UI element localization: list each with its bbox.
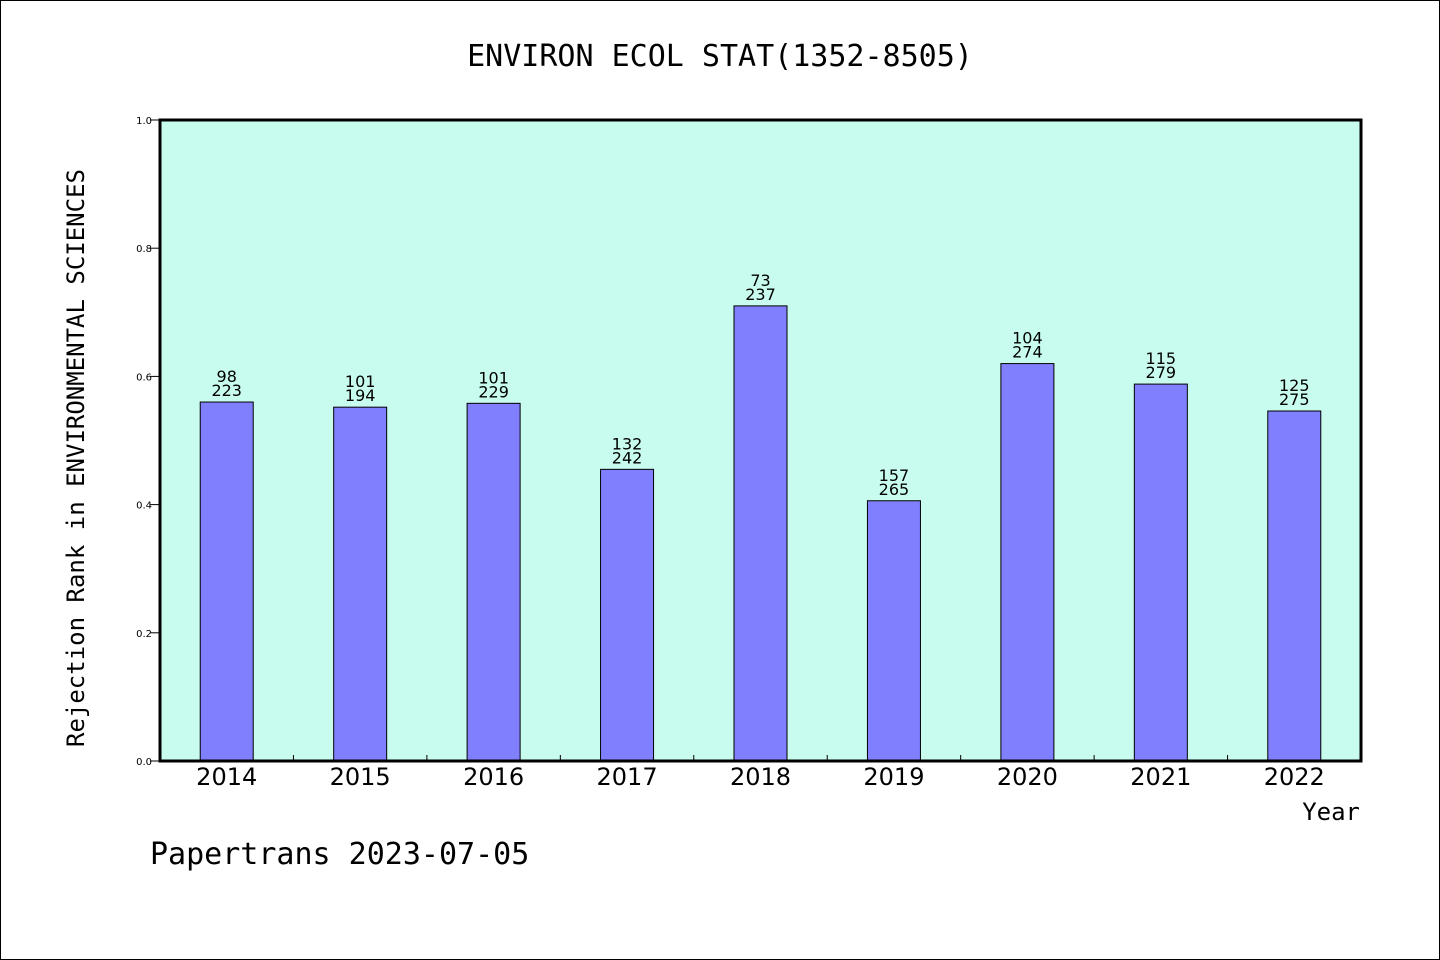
bar-2021 xyxy=(1133,383,1188,762)
bar-2014 xyxy=(199,401,254,762)
y-axis-label: Rejection Rank in ENVIRONMENTAL SCIENCES xyxy=(62,169,90,747)
plot-border xyxy=(158,118,1363,763)
y-tick-label: 0.0 xyxy=(136,757,152,768)
bar-label-bottom: 265 xyxy=(879,480,910,499)
bar-label-bottom: 237 xyxy=(745,285,776,304)
bar-label-bottom: 275 xyxy=(1279,390,1310,409)
bar-2022 xyxy=(1267,410,1322,762)
y-tick-label: 0.8 xyxy=(136,244,152,255)
x-tick-label: 2017 xyxy=(597,763,658,791)
x-tick-label: 2022 xyxy=(1264,763,1325,791)
bar-2020 xyxy=(1000,363,1055,762)
bar-label-top: 115 xyxy=(1146,349,1177,368)
bar-label-bottom: 223 xyxy=(211,381,242,400)
bar-2016 xyxy=(466,402,521,762)
bar-2015 xyxy=(333,406,388,762)
y-tick-label: 0.6 xyxy=(136,372,152,383)
x-tick-label: 2015 xyxy=(330,763,391,791)
chart-title: ENVIRON ECOL STAT(1352-8505) xyxy=(467,39,973,74)
y-tick-label: 0.4 xyxy=(136,501,152,512)
x-axis-label: Year xyxy=(1302,798,1360,826)
bar-label-top: 98 xyxy=(217,367,237,386)
x-axis: 2014 2015 2016 2017 2018 2019 2020 2021 2022 xyxy=(196,755,1325,791)
bar-label-bottom: 194 xyxy=(345,386,376,405)
bar-label-bottom: 279 xyxy=(1146,363,1177,382)
x-tick-label: 2019 xyxy=(863,763,924,791)
x-tick-label: 2021 xyxy=(1130,763,1191,791)
footer-text: Papertrans 2023-07-05 xyxy=(150,837,529,872)
x-tick-label: 2014 xyxy=(196,763,257,791)
bar-label-bottom: 242 xyxy=(612,448,643,467)
bar-label-top: 101 xyxy=(478,368,509,387)
bar-label-top: 132 xyxy=(612,434,643,453)
bar-label-top: 73 xyxy=(750,271,770,290)
bar-label-top: 104 xyxy=(1012,329,1043,348)
x-tick-label: 2016 xyxy=(463,763,524,791)
bar-2018 xyxy=(733,305,788,762)
bar-label-top: 101 xyxy=(345,372,376,391)
x-tick-label: 2018 xyxy=(730,763,791,791)
y-axis: 0.0 0.2 0.4 0.6 0.8 1.0 xyxy=(136,116,160,768)
bar-label-top: 125 xyxy=(1279,376,1310,395)
bar-2017 xyxy=(600,468,655,762)
bar-label-top: 157 xyxy=(879,466,910,485)
y-tick-label: 1.0 xyxy=(136,116,152,127)
bar-label-bottom: 229 xyxy=(478,382,509,401)
y-tick-label: 0.2 xyxy=(136,629,152,640)
x-tick-label: 2020 xyxy=(997,763,1058,791)
bar-2019 xyxy=(866,500,921,762)
bar-label-bottom: 274 xyxy=(1012,343,1043,362)
